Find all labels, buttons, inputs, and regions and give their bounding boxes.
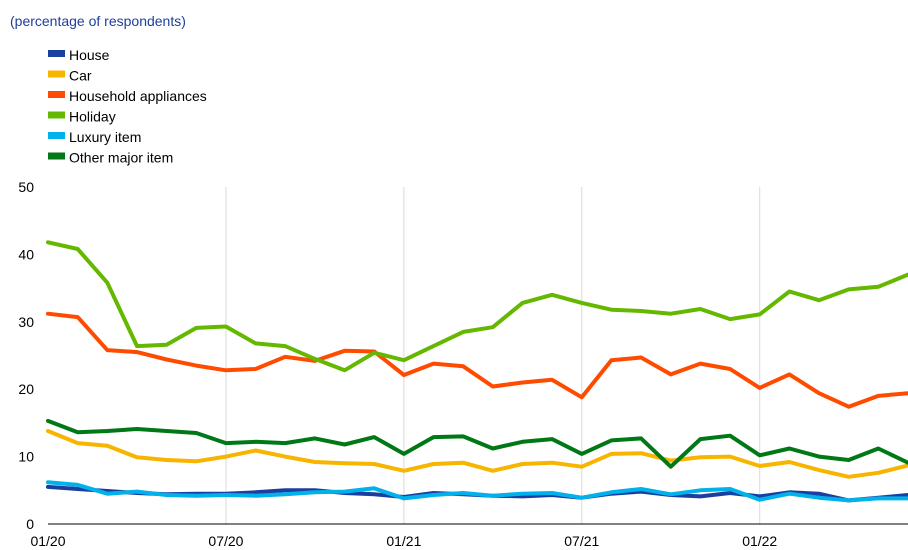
- legend-swatch: [48, 70, 65, 78]
- y-tick-label: 50: [18, 179, 34, 195]
- legend-swatch: [48, 91, 65, 98]
- legend-swatch: [48, 111, 65, 119]
- series-line: [46, 240, 908, 373]
- legend-label: Holiday: [69, 109, 116, 125]
- series-line: [46, 429, 908, 479]
- legend-label: Luxury item: [69, 129, 141, 145]
- x-tick-label: 07/21: [564, 533, 599, 549]
- x-tick-label: 01/20: [30, 533, 65, 549]
- legend-label: Household appliances: [69, 88, 207, 104]
- y-tick-label: 30: [18, 314, 34, 330]
- y-tick-label: 20: [18, 381, 34, 397]
- series-lines: [46, 240, 908, 503]
- x-tick-label: 01/21: [386, 533, 421, 549]
- legend-label: House: [69, 47, 110, 63]
- series-line: [46, 311, 908, 409]
- series-line: [46, 418, 908, 469]
- y-tick-label: 0: [26, 516, 34, 532]
- x-tick-label: 01/22: [742, 533, 777, 549]
- legend-label: Other major item: [69, 150, 173, 166]
- y-axis-ticks: 0 10 20 30 40 50: [18, 179, 34, 532]
- legend-swatch: [48, 132, 65, 139]
- legend-swatch: [48, 50, 65, 57]
- legend-label: Car: [69, 68, 92, 84]
- legend: House Car Household appliances Holiday Luxur…: [48, 47, 207, 166]
- x-axis-ticks: 01/20 07/20 01/21 07/21 01/22: [30, 533, 777, 549]
- x-tick-label: 07/20: [208, 533, 243, 549]
- legend-swatch: [48, 152, 65, 160]
- series-line: [46, 480, 908, 503]
- chart-subtitle: (percentage of respondents): [10, 13, 186, 29]
- y-tick-label: 10: [18, 449, 34, 465]
- y-tick-label: 40: [18, 246, 34, 262]
